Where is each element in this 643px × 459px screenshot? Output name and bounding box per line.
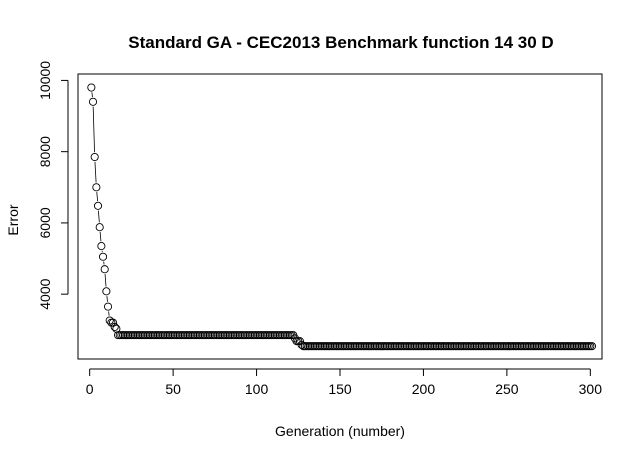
data-point — [87, 83, 96, 92]
x-axis: 0 50 100 150 200 250 300 — [86, 368, 603, 397]
series-segment — [92, 106, 95, 153]
x-tick-label: 250 — [495, 381, 519, 397]
data-point — [112, 324, 121, 333]
series-segment — [91, 92, 93, 98]
data-point — [103, 302, 113, 311]
series-points — [87, 83, 597, 351]
x-tick-label: 100 — [245, 381, 269, 397]
data-point — [98, 252, 108, 261]
data-point — [88, 97, 98, 106]
y-axis-label: Error — [5, 204, 21, 235]
data-point — [92, 183, 101, 192]
series-segment — [106, 296, 108, 302]
y-tick-label: 4000 — [37, 278, 53, 309]
data-point — [93, 201, 103, 210]
series-segment — [104, 273, 107, 287]
x-tick-label: 0 — [86, 381, 94, 397]
data-point — [100, 265, 109, 274]
data-point — [110, 322, 119, 331]
x-tick-label: 300 — [579, 381, 603, 397]
y-tick-label: 10000 — [37, 61, 53, 100]
data-point — [90, 152, 99, 162]
series-segment — [96, 192, 98, 202]
data-point — [97, 242, 106, 251]
series-segment — [94, 161, 97, 183]
series-segment — [98, 210, 100, 223]
y-tick-label: 6000 — [37, 207, 53, 238]
y-tick-label: 8000 — [37, 136, 53, 167]
x-tick-label: 150 — [328, 381, 352, 397]
data-point — [95, 223, 104, 232]
x-tick-label: 200 — [412, 381, 436, 397]
data-point — [587, 342, 597, 351]
x-axis-label: Generation (number) — [275, 423, 405, 439]
plot-frame — [77, 73, 603, 360]
series-segment — [108, 311, 110, 316]
y-axis: 4000 6000 8000 10000 — [37, 61, 69, 310]
data-point — [108, 318, 118, 327]
chart-title: Standard GA - CEC2013 Benchmark function… — [128, 33, 553, 52]
data-point — [102, 287, 111, 296]
series-segment — [99, 231, 102, 242]
series-line-segments — [91, 92, 110, 316]
x-tick-label: 50 — [165, 381, 181, 397]
